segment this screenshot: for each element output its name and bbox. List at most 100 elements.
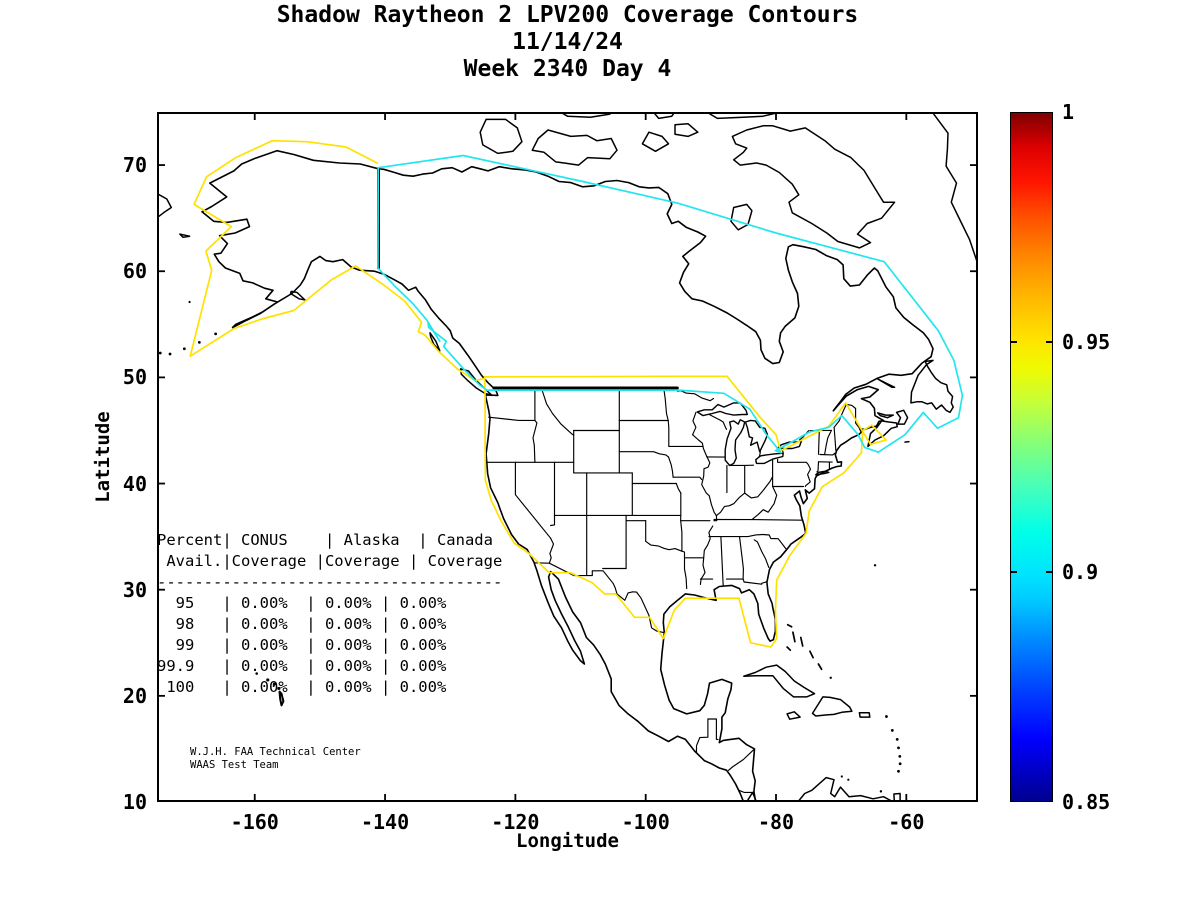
great-lake [744, 419, 769, 453]
x-tick-label: -120 [491, 810, 540, 834]
state-border-line [540, 387, 575, 436]
state-border-line [514, 461, 552, 539]
state-border-line [804, 468, 812, 488]
island-outline [811, 696, 853, 717]
x-tick-label: -80 [757, 810, 795, 834]
small-island [895, 737, 899, 741]
state-border-line [715, 476, 774, 517]
y-tick-label: 30 [122, 577, 147, 602]
state-border-line [681, 550, 688, 590]
coverage-map [157, 112, 978, 802]
bahamas-island [817, 663, 823, 671]
great-lake [696, 402, 748, 417]
island-outline [179, 233, 191, 239]
state-border-line [675, 482, 682, 494]
state-border-line [738, 536, 744, 580]
state-border-line [720, 536, 724, 587]
state-border-line [550, 461, 556, 527]
great-lake [724, 419, 746, 467]
colorbar-tick-label: 0.85 [1062, 790, 1111, 814]
state-border-line [833, 403, 861, 430]
small-island [272, 682, 276, 686]
island-outline [876, 412, 895, 419]
island-outline [932, 112, 978, 266]
state-border-line [819, 452, 836, 456]
bahamas-island [786, 623, 793, 628]
bahamas-island [792, 631, 796, 643]
x-tick-label: -60 [888, 810, 925, 834]
y-tick-label: 40 [122, 471, 147, 496]
small-island [829, 676, 832, 679]
colorbar [1010, 112, 1053, 802]
island-outline [731, 125, 896, 249]
colorbar-tick-mark [1010, 341, 1017, 343]
small-island [277, 686, 281, 691]
small-island [847, 778, 850, 781]
island-outline [674, 122, 699, 138]
x-tick-label: -160 [230, 810, 279, 834]
hawaii-big-island [278, 690, 285, 707]
state-border-line [727, 748, 756, 771]
chart-title-line3: Week 2340 Day 4 [463, 56, 672, 82]
chart-title-line2: 11/14/24 [512, 29, 623, 55]
colorbar-tick-mark [1046, 341, 1053, 343]
island-outline [429, 332, 441, 352]
state-border-line [751, 519, 804, 521]
state-border-line [532, 419, 538, 463]
state-border-line [743, 581, 767, 585]
small-island [197, 340, 201, 344]
island-outline [743, 664, 816, 698]
state-border-line [699, 525, 714, 585]
state-border-line [695, 718, 719, 753]
island-outline [157, 192, 173, 219]
state-border-line [488, 416, 536, 421]
colorbar-tick-label: 1 [1062, 100, 1075, 124]
state-border-line [707, 413, 728, 430]
bahamas-island [799, 636, 804, 647]
island-outline [459, 368, 493, 397]
south-america-coast [745, 776, 895, 802]
colorbar-tick-label: 0.95 [1062, 330, 1111, 354]
y-tick-label: 70 [122, 153, 147, 178]
state-border-line [672, 476, 703, 481]
small-island [898, 754, 902, 758]
island-outline [652, 112, 676, 120]
y-tick-label: 10 [122, 790, 147, 814]
y-tick-label: 20 [122, 683, 147, 708]
island-outline [876, 378, 896, 389]
x-axis-label: Longitude [516, 830, 619, 852]
island-outline [641, 131, 670, 153]
island-outline [705, 112, 779, 120]
state-border-line [753, 539, 770, 568]
island-outline [910, 359, 954, 414]
island-outline [531, 129, 618, 166]
state-border-line [667, 456, 674, 478]
credit-text: W.J.H. FAA Technical Center WAAS Test Te… [190, 745, 361, 772]
small-island [885, 715, 888, 718]
state-border-line [713, 518, 753, 522]
state-border-line [824, 429, 832, 456]
state-border-line [692, 411, 697, 436]
coverage-contour-0.9 [377, 154, 964, 454]
state-border-line [751, 485, 778, 521]
bahamas-island [786, 646, 792, 652]
island-outline [786, 711, 801, 720]
colorbar-tick-mark [1010, 571, 1017, 573]
island-outline [815, 470, 830, 476]
sable-island [904, 440, 910, 443]
island-outline [558, 112, 611, 119]
state-border-line [667, 419, 670, 447]
small-island [897, 746, 900, 750]
y-tick-label: 50 [122, 365, 147, 390]
x-tick-label: -100 [621, 810, 670, 834]
small-island [158, 351, 162, 355]
island-outline [730, 203, 753, 231]
small-island [890, 728, 894, 732]
island-outline [858, 712, 871, 718]
bahamas-island [809, 650, 814, 659]
x-tick-label: -140 [360, 810, 410, 834]
y-tick-label: 60 [122, 259, 147, 284]
plot-axes-box [157, 112, 978, 802]
small-island [266, 678, 270, 682]
